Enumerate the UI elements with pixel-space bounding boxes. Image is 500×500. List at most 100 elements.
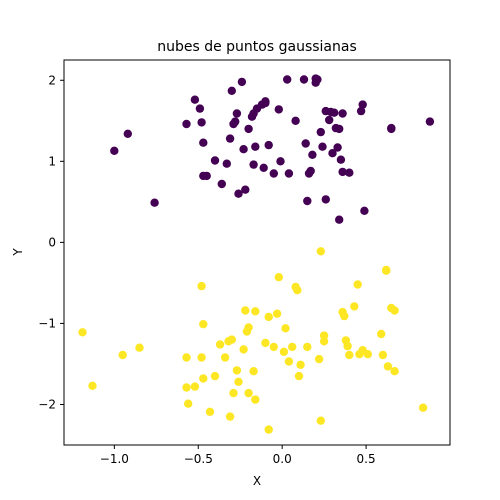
data-point	[197, 353, 206, 362]
data-point	[328, 149, 337, 158]
data-point	[269, 169, 278, 178]
data-point	[249, 160, 258, 169]
data-point	[182, 353, 191, 362]
data-point	[239, 345, 248, 354]
x-tick-label: −1.0	[100, 452, 129, 466]
data-point	[199, 374, 208, 383]
data-point	[281, 324, 290, 333]
data-point	[88, 381, 97, 390]
x-tick-label: −0.5	[184, 452, 213, 466]
data-point	[217, 179, 226, 189]
data-point	[335, 215, 344, 224]
data-point	[264, 425, 273, 434]
data-point	[418, 403, 428, 412]
data-point	[358, 100, 367, 109]
data-point	[338, 167, 347, 177]
data-point	[274, 273, 283, 282]
y-axis-label: Y	[11, 248, 25, 257]
y-tick-label: −2	[38, 397, 56, 411]
data-point	[325, 115, 334, 125]
data-point	[291, 116, 300, 126]
data-point	[239, 145, 248, 154]
data-point	[296, 360, 305, 369]
data-point	[110, 146, 119, 155]
data-point	[284, 169, 294, 178]
data-point	[390, 367, 399, 376]
y-tick-label: 2	[48, 73, 56, 87]
y-tick-label: 1	[48, 154, 56, 168]
data-point	[210, 156, 220, 165]
data-point	[293, 286, 302, 295]
data-point	[343, 341, 352, 351]
data-point	[264, 140, 273, 150]
data-point	[251, 142, 260, 151]
data-point	[308, 150, 317, 159]
data-point	[184, 399, 193, 408]
points-layer	[78, 74, 435, 434]
data-point	[360, 206, 369, 215]
data-point	[234, 189, 243, 198]
data-point	[232, 366, 242, 375]
data-point	[316, 127, 325, 137]
data-point	[199, 320, 208, 329]
data-point	[378, 350, 388, 360]
data-point	[316, 416, 325, 425]
data-point	[227, 86, 236, 96]
data-point	[321, 195, 330, 204]
data-point	[288, 342, 297, 352]
data-point	[232, 109, 242, 118]
data-point	[284, 357, 294, 366]
data-point	[241, 185, 250, 194]
data-point	[261, 98, 270, 108]
x-tick-label: 0.0	[273, 452, 292, 466]
data-point	[227, 335, 236, 344]
data-point	[182, 119, 191, 129]
data-point	[225, 134, 235, 143]
data-point	[241, 306, 250, 315]
data-point	[222, 159, 231, 168]
data-point	[303, 196, 312, 206]
data-point	[264, 312, 273, 322]
data-point	[234, 377, 243, 386]
data-point	[135, 343, 144, 352]
data-point	[78, 328, 87, 337]
data-point	[313, 75, 322, 84]
data-point	[279, 347, 289, 356]
x-axis: −1.0 −0.5 0.0 0.5	[100, 445, 376, 466]
data-point	[377, 329, 386, 339]
data-point	[306, 166, 315, 176]
data-point	[197, 118, 206, 127]
data-point	[251, 307, 260, 316]
data-point	[356, 106, 366, 116]
data-point	[299, 75, 309, 84]
data-point	[318, 142, 327, 151]
data-point	[316, 247, 325, 256]
data-point	[123, 129, 132, 138]
data-point	[195, 104, 205, 113]
data-point	[345, 350, 354, 360]
data-point	[274, 105, 283, 114]
data-point	[330, 108, 339, 117]
data-point	[319, 337, 329, 346]
data-point	[210, 371, 220, 381]
data-point	[387, 123, 396, 133]
data-point	[314, 354, 324, 364]
x-axis-label: X	[253, 474, 261, 488]
data-point	[118, 350, 127, 360]
data-point	[363, 350, 372, 359]
data-point	[259, 163, 268, 172]
data-point	[276, 157, 285, 166]
data-point	[350, 302, 359, 311]
y-tick-label: −1	[38, 316, 56, 330]
data-point	[202, 171, 211, 181]
data-point	[251, 395, 260, 404]
data-point	[249, 367, 258, 376]
y-axis: −2 −1 0 1 2	[38, 73, 64, 411]
data-point	[197, 281, 206, 291]
data-point	[231, 117, 240, 126]
data-point	[294, 371, 304, 381]
data-point	[340, 311, 349, 321]
plot-frame	[63, 59, 451, 446]
